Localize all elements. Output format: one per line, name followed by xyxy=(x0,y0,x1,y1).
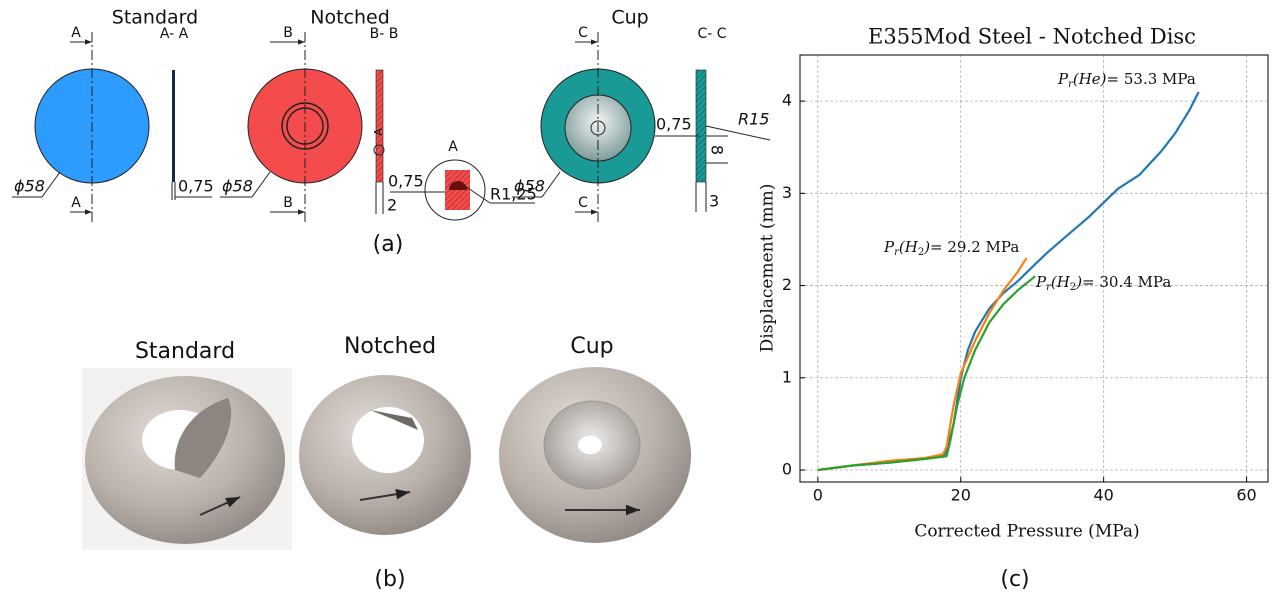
photo-title: Notched xyxy=(344,334,436,359)
section-label: A xyxy=(71,25,81,41)
annotation: Pr(H2)= 30.4 MPa xyxy=(1035,273,1171,293)
y-tick-label: 4 xyxy=(782,91,792,110)
dimension: 2 xyxy=(387,196,397,215)
section-view-label: B- B xyxy=(370,26,399,42)
data-line xyxy=(818,258,1027,470)
dimension: ϕ58 xyxy=(222,177,253,196)
annotation-part: (H xyxy=(1051,273,1071,291)
drawing-cup: Cup C C C- C 0,75 R15 8 3 ϕ58 xyxy=(512,7,770,223)
section-label: A xyxy=(71,195,81,211)
dimension: ϕ58 xyxy=(14,177,45,196)
drawing-standard: Standard A A A- A 0,75 ϕ58 xyxy=(12,7,214,223)
x-tick-label: 0 xyxy=(813,486,823,505)
photo-title: Cup xyxy=(570,334,613,359)
section-view-label: C- C xyxy=(697,26,726,42)
section-view-label: A- A xyxy=(160,26,189,42)
panel-label: (b) xyxy=(374,567,405,592)
section-label: B xyxy=(283,195,293,211)
x-axis-label: Corrected Pressure (MPa) xyxy=(914,522,1139,542)
photo-title: Standard xyxy=(135,339,235,364)
panel-label: (c) xyxy=(1000,567,1029,592)
annotation: Pr(He)= 53.3 MPa xyxy=(1057,70,1196,90)
side-view xyxy=(696,70,706,182)
data-line xyxy=(818,276,1035,470)
photos: Standard Notched Cup (b) xyxy=(82,334,691,592)
annotation: Pr(H2)= 29.2 MPa xyxy=(883,238,1019,258)
annotation-part: = 53.3 MPa xyxy=(1107,70,1196,88)
y-tick-label: 0 xyxy=(782,460,792,479)
y-axis-label: Displacement (mm) xyxy=(758,184,778,353)
dimension: ϕ58 xyxy=(514,177,545,196)
detail-marker-label: A xyxy=(372,128,385,136)
drawing-title: Cup xyxy=(611,7,648,29)
side-view xyxy=(376,70,383,182)
y-tick-label: 3 xyxy=(782,183,792,202)
annotation-part: (H xyxy=(899,238,919,256)
drawing-notched: Notched B B B- B A 2 ϕ58 A 0,75 R1,25 xyxy=(220,7,537,223)
y-tick-label: 2 xyxy=(782,275,792,294)
side-view xyxy=(172,70,175,182)
section-label: B xyxy=(283,25,293,41)
dimension: 0,75 xyxy=(178,177,214,196)
photo-hole xyxy=(578,436,602,454)
annotation-part: = 29.2 MPa xyxy=(930,238,1019,256)
plot-frame xyxy=(800,55,1268,482)
leader xyxy=(252,172,270,197)
y-tick-label: 1 xyxy=(782,367,792,386)
dimension: 8 xyxy=(708,145,727,155)
detail-title: A xyxy=(448,139,458,155)
dimension: 3 xyxy=(709,192,719,211)
dimension: R15 xyxy=(738,110,769,129)
annotation-part: = 30.4 MPa xyxy=(1082,273,1171,291)
annotation-part: (He) xyxy=(1073,70,1107,88)
dimension: 0,75 xyxy=(656,115,692,134)
x-tick-label: 40 xyxy=(1093,486,1113,505)
section-label: C xyxy=(578,195,588,211)
x-tick-label: 60 xyxy=(1236,486,1256,505)
x-tick-label: 20 xyxy=(951,486,971,505)
chart-title: E355Mod Steel - Notched Disc xyxy=(868,25,1196,49)
dimension: 0,75 xyxy=(388,172,424,191)
section-label: C xyxy=(578,25,588,41)
panel-label: (a) xyxy=(373,232,404,257)
figure: Standard A A A- A 0,75 ϕ58 Notched B B B… xyxy=(0,0,1274,596)
chart: E355Mod Steel - Notched Disc Corrected P… xyxy=(758,25,1269,593)
